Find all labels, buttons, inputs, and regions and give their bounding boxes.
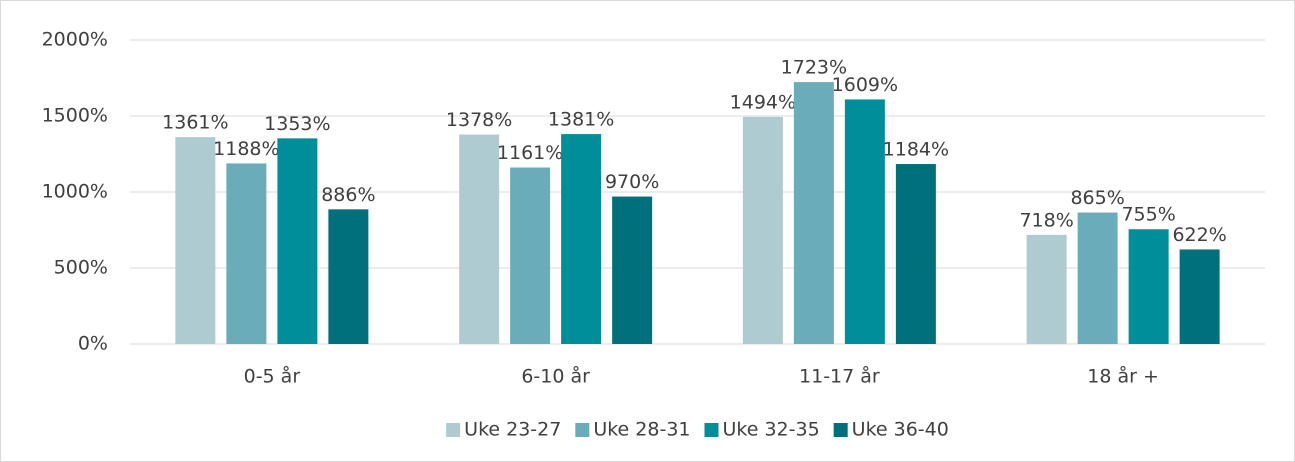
data-label: 718% [1019, 209, 1073, 231]
data-label: 1609% [832, 74, 898, 96]
y-tick-label: 1000% [42, 181, 108, 203]
data-label: 970% [605, 171, 659, 193]
bar [175, 137, 216, 344]
data-label: 1184% [883, 139, 949, 161]
data-label: 865% [1070, 187, 1124, 209]
bar [844, 99, 885, 344]
bar [1179, 249, 1220, 344]
data-label: 1161% [497, 142, 563, 164]
data-label: 1353% [264, 113, 330, 135]
legend-swatch [833, 423, 848, 437]
data-label: 886% [321, 184, 375, 206]
legend-label: Uke 32-35 [723, 419, 820, 441]
y-tick-label: 1500% [42, 105, 108, 127]
y-tick-label: 0% [78, 333, 108, 355]
bar [1128, 229, 1169, 344]
y-tick-label: 2000% [42, 29, 108, 51]
legend-swatch [446, 423, 461, 437]
x-tick-label: 11-17 år [799, 365, 880, 388]
bar [510, 167, 551, 344]
legend-label: Uke 28-31 [593, 419, 690, 441]
bar [459, 134, 500, 344]
x-tick-label: 18 år + [1087, 365, 1159, 388]
data-label: 1378% [446, 109, 512, 131]
data-label: 1361% [162, 112, 228, 134]
bar [1026, 234, 1067, 344]
bar [742, 116, 783, 344]
x-tick-label: 0-5 år [244, 365, 301, 388]
legend-swatch [704, 423, 719, 437]
legend-swatch [575, 423, 590, 437]
data-label: 1494% [730, 91, 796, 113]
data-label: 622% [1172, 224, 1226, 246]
bar [612, 196, 653, 344]
data-label: 1723% [781, 57, 847, 79]
bar [277, 138, 318, 344]
data-label: 1188% [213, 138, 279, 160]
bar [895, 164, 936, 344]
data-label: 755% [1121, 204, 1175, 226]
bar [328, 209, 369, 344]
bar [561, 134, 602, 344]
x-tick-label: 6-10 år [521, 365, 590, 388]
legend-label: Uke 23-27 [464, 419, 561, 441]
bar [226, 163, 267, 344]
y-tick-label: 500% [54, 257, 108, 279]
legend-label: Uke 36-40 [852, 419, 949, 441]
bar [1077, 212, 1118, 344]
data-label: 1381% [548, 109, 614, 131]
bar [793, 82, 834, 344]
